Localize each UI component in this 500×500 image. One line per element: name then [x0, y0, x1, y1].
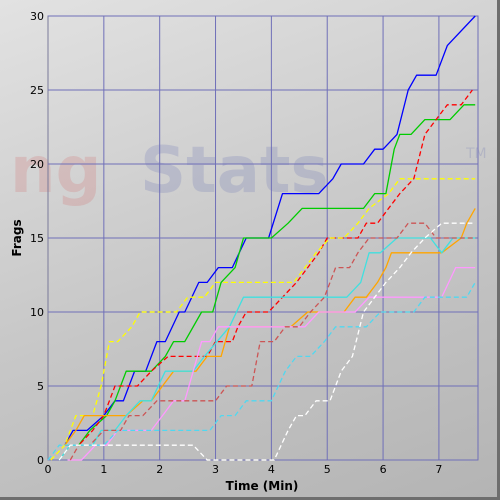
series-line-3 [64, 89, 473, 446]
series-line-6 [58, 237, 476, 461]
watermark-text-a: ng [10, 134, 101, 208]
chart-ticks: 0 1 2 3 4 5 6 7 0 5 10 15 20 25 30 [30, 10, 442, 476]
y-tick-label: 15 [30, 232, 44, 245]
x-tick-label: 0 [45, 463, 52, 476]
chart-series [47, 15, 476, 461]
series-line-1 [64, 15, 476, 446]
y-tick-label: 10 [30, 306, 44, 319]
x-tick-label: 2 [156, 463, 163, 476]
watermark-text-b: Stats [140, 134, 329, 208]
x-tick-label: 4 [268, 463, 275, 476]
ngstats-watermark: ng Stats TM [10, 134, 487, 208]
x-tick-label: 6 [380, 463, 387, 476]
x-axis-label: Time (Min) [226, 479, 299, 493]
series-line-2 [67, 104, 476, 446]
x-tick-label: 5 [324, 463, 331, 476]
y-tick-label: 0 [37, 454, 44, 467]
x-tick-label: 3 [212, 463, 219, 476]
y-tick-label: 30 [30, 10, 44, 23]
watermark-tm: TM [465, 146, 487, 162]
series-line-10 [58, 222, 473, 461]
x-tick-label: 7 [435, 463, 442, 476]
y-tick-label: 5 [37, 380, 44, 393]
y-axis-label: Frags [10, 219, 24, 256]
x-tick-label: 1 [100, 463, 107, 476]
series-line-8 [69, 222, 476, 461]
series-line-4 [50, 178, 476, 461]
y-tick-label: 25 [30, 84, 44, 97]
y-tick-label: 20 [30, 158, 44, 171]
series-line-9 [47, 282, 476, 461]
